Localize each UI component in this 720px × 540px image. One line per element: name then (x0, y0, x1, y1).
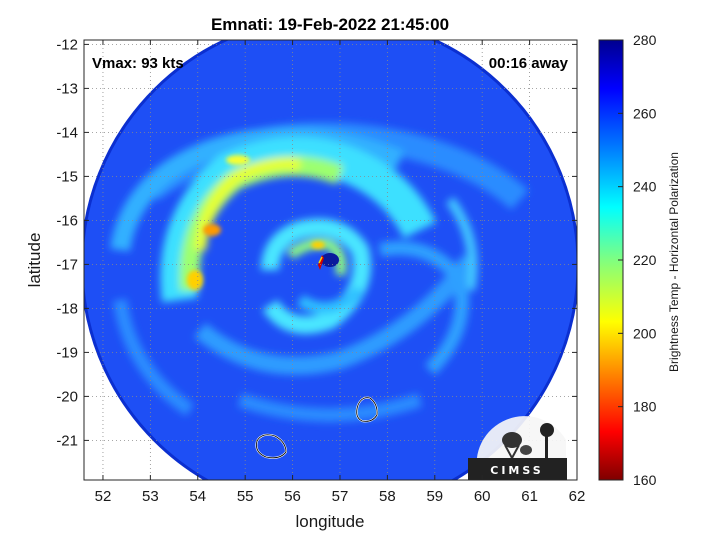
swath-image (84, 40, 577, 480)
colorbar-tick-label: 220 (633, 252, 657, 268)
y-tick-label: -19 (56, 344, 78, 361)
x-tick-label: 60 (474, 488, 491, 505)
colorbar-tick-label: 200 (633, 325, 657, 341)
y-tick-label: -17 (56, 256, 78, 273)
x-tick-label: 59 (426, 488, 443, 505)
x-tick-label: 53 (142, 488, 159, 505)
time-away-label: 00:16 away (489, 55, 569, 72)
cimss-logo: CIMSS (468, 416, 567, 480)
y-axis-label: latitude (25, 233, 44, 288)
x-tick-label: 61 (521, 488, 538, 505)
y-tick-label: -12 (56, 36, 78, 53)
coastline-outline-dark (356, 397, 378, 422)
colorbar-label: Brightness Temp - Horizontal Polarizatio… (667, 152, 681, 372)
x-tick-label: 52 (95, 488, 112, 505)
plot-title: Emnati: 19-Feb-2022 21:45:00 (211, 15, 449, 34)
y-tick-label: -15 (56, 168, 78, 185)
y-tick-label: -14 (56, 124, 78, 141)
coastline-outline-dark (256, 434, 287, 459)
colorbar-tick-label: 280 (633, 32, 657, 48)
colorbar-tick-label: 180 (633, 399, 657, 415)
x-tick-label: 55 (237, 488, 254, 505)
x-tick-label: 58 (379, 488, 396, 505)
x-tick-label: 56 (284, 488, 301, 505)
y-tick-label: -16 (56, 212, 78, 229)
tick-marks (84, 40, 578, 480)
colorbar-tick-label: 260 (633, 105, 657, 121)
vmax-label: Vmax: 93 kts (92, 55, 184, 72)
y-tick-label: -13 (56, 80, 78, 97)
colorbar-tick-label: 160 (633, 472, 657, 488)
y-tick-labels: -12 -13 -14 -15 -16 -17 -18 -19 -20 -21 (56, 36, 78, 449)
x-tick-label: 62 (569, 488, 586, 505)
x-tick-labels: 52 53 54 55 56 57 58 59 60 61 62 (95, 488, 586, 505)
x-tick-label: 57 (332, 488, 349, 505)
colorbar-tick-label: 240 (633, 179, 657, 195)
y-tick-label: -20 (56, 388, 78, 405)
y-tick-label: -21 (56, 432, 78, 449)
y-tick-label: -18 (56, 300, 78, 317)
x-tick-label: 54 (189, 488, 206, 505)
x-axis-label: longitude (295, 512, 364, 531)
logo-text: CIMSS (490, 464, 543, 477)
colorbar-ticks: 160 180 200 220 240 260 280 (618, 32, 657, 488)
axes-frame (83, 39, 578, 481)
